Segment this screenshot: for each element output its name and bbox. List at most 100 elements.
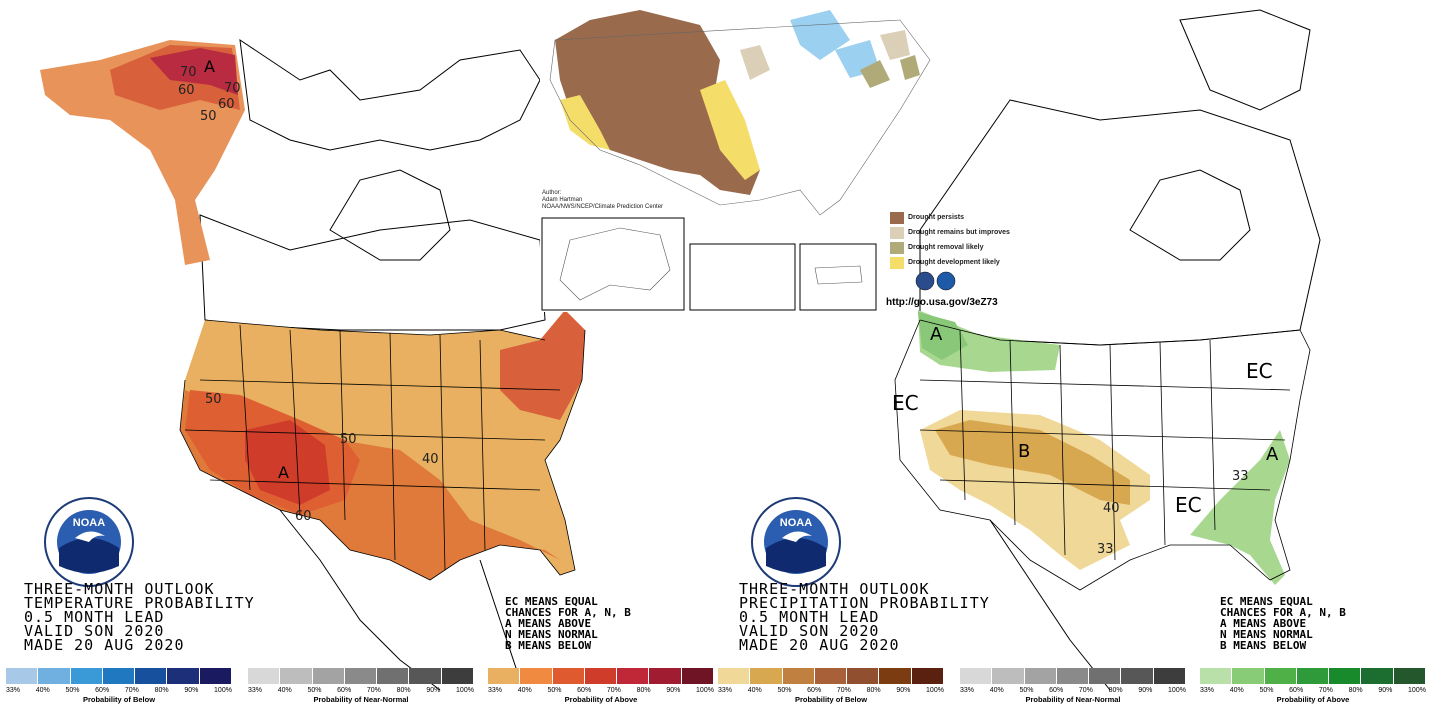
northwest-wet-core bbox=[918, 312, 968, 360]
ec-label: EC bbox=[1175, 493, 1202, 517]
color-scale-tick: 60% bbox=[1289, 687, 1304, 694]
color-scale-tick: 40% bbox=[747, 687, 762, 694]
drought-persists-area bbox=[555, 10, 760, 195]
noaa-logo: NOAA bbox=[44, 497, 134, 587]
northeast-shade bbox=[500, 310, 585, 420]
southeast-wet-shade bbox=[1190, 430, 1290, 585]
conus-shade-60 bbox=[245, 420, 330, 505]
color-scale-swatch bbox=[617, 668, 650, 684]
author-line: NOAA/NWS/NCEP/Climate Prediction Center bbox=[542, 204, 664, 210]
color-scale-swatch bbox=[782, 668, 815, 684]
color-scale-tick: 40% bbox=[517, 687, 532, 694]
color-scale-swatch bbox=[135, 668, 168, 684]
temperature-contour-labels: 70 60 70 60 50 50 50 40 60 bbox=[178, 65, 439, 524]
contour-label: 50 bbox=[340, 432, 357, 447]
color-scale-swatch bbox=[681, 668, 714, 684]
contour-label: 50 bbox=[205, 392, 222, 407]
color-scale: 33% 40% 50% 60% 70% 80% 90% 100% Probability of … bbox=[6, 668, 232, 704]
state-borders bbox=[894, 319, 1311, 591]
color-scale: 33% 40% 50% 60% 70% 80% 90% 100% Probability of … bbox=[960, 668, 1186, 704]
puerto-rico-inset-frame bbox=[799, 243, 877, 311]
legend-line: N MEANS NORMAL bbox=[1220, 628, 1313, 641]
color-scale-tick: 90% bbox=[896, 687, 911, 694]
mexico-outline bbox=[989, 519, 1111, 691]
color-scale-swatch bbox=[1089, 668, 1122, 684]
legend-label: Drought removal likely bbox=[908, 244, 984, 251]
color-scale-tick: 33% bbox=[718, 687, 733, 694]
color-scale-tick: 50% bbox=[777, 687, 792, 694]
contour-label: 60 bbox=[178, 83, 195, 98]
contour-label: 40 bbox=[422, 452, 439, 467]
contour-label: 50 bbox=[200, 109, 217, 124]
below-center-label: B bbox=[1018, 441, 1030, 462]
color-scale-caption: Probability of Below bbox=[82, 695, 156, 704]
color-scale-tick: 90% bbox=[1378, 687, 1393, 694]
color-scale-swatch bbox=[1024, 668, 1057, 684]
contour-label: 40 bbox=[1103, 501, 1120, 516]
color-scale-swatch bbox=[911, 668, 944, 684]
color-scale-ticks: 33% 40% 50% 60% 70% 80% 90% 100% bbox=[488, 687, 714, 694]
legend-line: CHANCES FOR A, N, B bbox=[505, 606, 631, 619]
alaska-inset-frame bbox=[541, 217, 685, 311]
color-scale-swatch bbox=[992, 668, 1025, 684]
color-scale-ticks: 33% 40% 50% 60% 70% 80% 90% 100% bbox=[1200, 687, 1426, 694]
contour-label: 33 bbox=[1097, 542, 1114, 557]
title-line: 0.5 MONTH LEAD bbox=[24, 608, 165, 626]
drought-development-area bbox=[560, 80, 760, 180]
color-scale-tick: 100% bbox=[214, 687, 232, 694]
color-scale-ticks: 33% 40% 50% 60% 70% 80% 90% 100% bbox=[248, 687, 474, 694]
southwest-dry-core bbox=[935, 420, 1130, 505]
color-scale-swatch bbox=[312, 668, 345, 684]
color-scale-tick: 70% bbox=[124, 687, 139, 694]
color-scale-swatch bbox=[199, 668, 232, 684]
color-scale-tick: 100% bbox=[1408, 687, 1426, 694]
above-center-label: A bbox=[1266, 444, 1279, 465]
color-scale-tick: 100% bbox=[1168, 687, 1186, 694]
drought-removal-area bbox=[860, 55, 920, 88]
legend-line: B MEANS BELOW bbox=[505, 639, 592, 652]
color-scale-tick: 100% bbox=[456, 687, 474, 694]
color-scale-swatch bbox=[1296, 668, 1330, 684]
color-scale: 33% 40% 50% 60% 70% 80% 90% 100% Probability of … bbox=[488, 668, 714, 704]
temperature-map: 70 60 70 60 50 50 50 40 60 A A bbox=[40, 38, 586, 691]
ec-label: EC bbox=[892, 391, 919, 415]
author-line: Adam Hartman bbox=[542, 197, 583, 203]
title-line: 0.5 MONTH LEAD bbox=[739, 608, 880, 626]
color-scale-swatch bbox=[1361, 668, 1394, 684]
color-scale-tick: 33% bbox=[488, 687, 503, 694]
color-scale-caption: Probability of Below bbox=[794, 695, 868, 704]
temperature-title-block: THREE-MONTH OUTLOOK TEMPERATURE PROBABIL… bbox=[24, 582, 255, 654]
contour-label: 70 bbox=[224, 81, 241, 96]
noaa-logo-text: NOAA bbox=[780, 517, 812, 529]
color-scale-swatch bbox=[1056, 668, 1090, 684]
color-scale-tick: 50% bbox=[65, 687, 80, 694]
greenland-outline bbox=[1179, 9, 1311, 111]
color-scale-tick: 50% bbox=[1019, 687, 1034, 694]
title-line: MADE 20 AUG 2020 bbox=[24, 636, 185, 654]
color-scale-swatch bbox=[750, 668, 783, 684]
drought-outlook-inset bbox=[540, 0, 956, 312]
color-scale-swatch bbox=[1393, 668, 1426, 684]
title-line: VALID SON 2020 bbox=[739, 622, 880, 640]
legend-line: A MEANS ABOVE bbox=[505, 617, 592, 630]
contour-label: 60 bbox=[218, 97, 235, 112]
color-scale-ticks: 33% 40% 50% 60% 70% 80% 90% 100% bbox=[960, 687, 1186, 694]
title-line: THREE-MONTH OUTLOOK bbox=[739, 580, 930, 598]
noaa-logo-text: NOAA bbox=[73, 517, 105, 529]
color-scale-tick: 33% bbox=[960, 687, 975, 694]
legend-line: EC MEANS EQUAL bbox=[505, 595, 598, 608]
color-scale-bar bbox=[1200, 668, 1426, 684]
above-center-label: A bbox=[278, 463, 289, 482]
color-scale-tick: 40% bbox=[1229, 687, 1244, 694]
color-scale-tick: 70% bbox=[836, 687, 851, 694]
color-scale-tick: 90% bbox=[666, 687, 681, 694]
drought-url[interactable]: http://go.usa.gov/3eZ73 bbox=[886, 297, 998, 308]
legend-label: Drought persists bbox=[908, 214, 965, 221]
color-scale-swatch bbox=[248, 668, 281, 684]
canada-outline bbox=[199, 214, 546, 331]
hudson-bay bbox=[329, 169, 451, 261]
color-scale-tick: 40% bbox=[277, 687, 292, 694]
noaa-logo: NOAA bbox=[751, 497, 841, 587]
color-scale-swatch bbox=[70, 668, 103, 684]
